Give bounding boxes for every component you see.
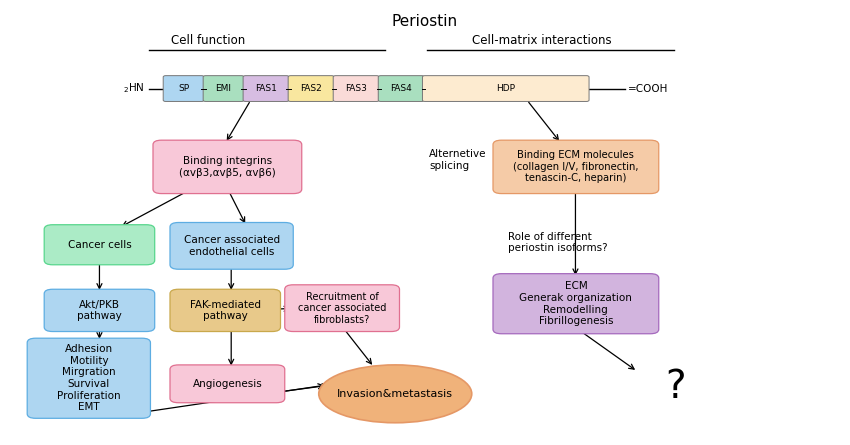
Text: EMI: EMI (216, 84, 231, 93)
FancyBboxPatch shape (333, 76, 379, 101)
FancyBboxPatch shape (27, 338, 150, 418)
FancyBboxPatch shape (422, 76, 589, 101)
Text: Recruitment of
cancer associated
fibroblasts?: Recruitment of cancer associated fibrobl… (298, 291, 386, 325)
Text: Adhesion
Motility
Mirgration
Survival
Proliferation
EMT: Adhesion Motility Mirgration Survival Pr… (57, 344, 121, 412)
Text: Akt/PKB
pathway: Akt/PKB pathway (77, 299, 122, 321)
FancyBboxPatch shape (170, 289, 280, 332)
Text: Role of different
periostin isoforms?: Role of different periostin isoforms? (508, 232, 608, 253)
FancyBboxPatch shape (163, 76, 204, 101)
FancyBboxPatch shape (170, 222, 293, 269)
Text: Periostin: Periostin (392, 14, 458, 29)
FancyBboxPatch shape (44, 289, 155, 332)
FancyBboxPatch shape (378, 76, 424, 101)
FancyBboxPatch shape (243, 76, 289, 101)
Text: Cell-matrix interactions: Cell-matrix interactions (473, 34, 612, 47)
Text: Angiogenesis: Angiogenesis (192, 379, 263, 389)
Text: Binding integrins
(αvβ3,αvβ5, αvβ6): Binding integrins (αvβ3,αvβ5, αvβ6) (179, 156, 275, 178)
FancyBboxPatch shape (153, 140, 302, 194)
Text: Binding ECM molecules
(collagen I/V, fibronectin,
tenascin-C, heparin): Binding ECM molecules (collagen I/V, fib… (513, 150, 638, 183)
FancyBboxPatch shape (203, 76, 244, 101)
Ellipse shape (319, 365, 472, 423)
Text: =COOH: =COOH (628, 84, 668, 93)
Text: HDP: HDP (496, 84, 515, 93)
FancyBboxPatch shape (285, 285, 399, 332)
FancyBboxPatch shape (170, 365, 285, 403)
Text: Cancer cells: Cancer cells (67, 240, 131, 250)
Text: SP: SP (178, 84, 190, 93)
Text: FAS1: FAS1 (255, 84, 277, 93)
FancyBboxPatch shape (44, 225, 155, 265)
Text: FAK-mediated
pathway: FAK-mediated pathway (190, 299, 261, 321)
Text: Cell function: Cell function (171, 34, 246, 47)
Text: Invasion&metastasis: Invasion&metastasis (337, 389, 453, 399)
Text: Cancer associated
endothelial cells: Cancer associated endothelial cells (184, 235, 280, 257)
Text: ?: ? (666, 368, 686, 406)
Text: FAS4: FAS4 (390, 84, 412, 93)
FancyBboxPatch shape (493, 140, 659, 194)
Text: FAS2: FAS2 (300, 84, 322, 93)
FancyBboxPatch shape (493, 274, 659, 334)
FancyBboxPatch shape (288, 76, 334, 101)
Text: $_2$HN: $_2$HN (123, 81, 144, 96)
Text: Alternetive
splicing: Alternetive splicing (429, 150, 487, 171)
Text: ECM
Generak organization
Remodelling
Fibrillogenesis: ECM Generak organization Remodelling Fib… (519, 281, 632, 326)
Text: FAS3: FAS3 (345, 84, 367, 93)
